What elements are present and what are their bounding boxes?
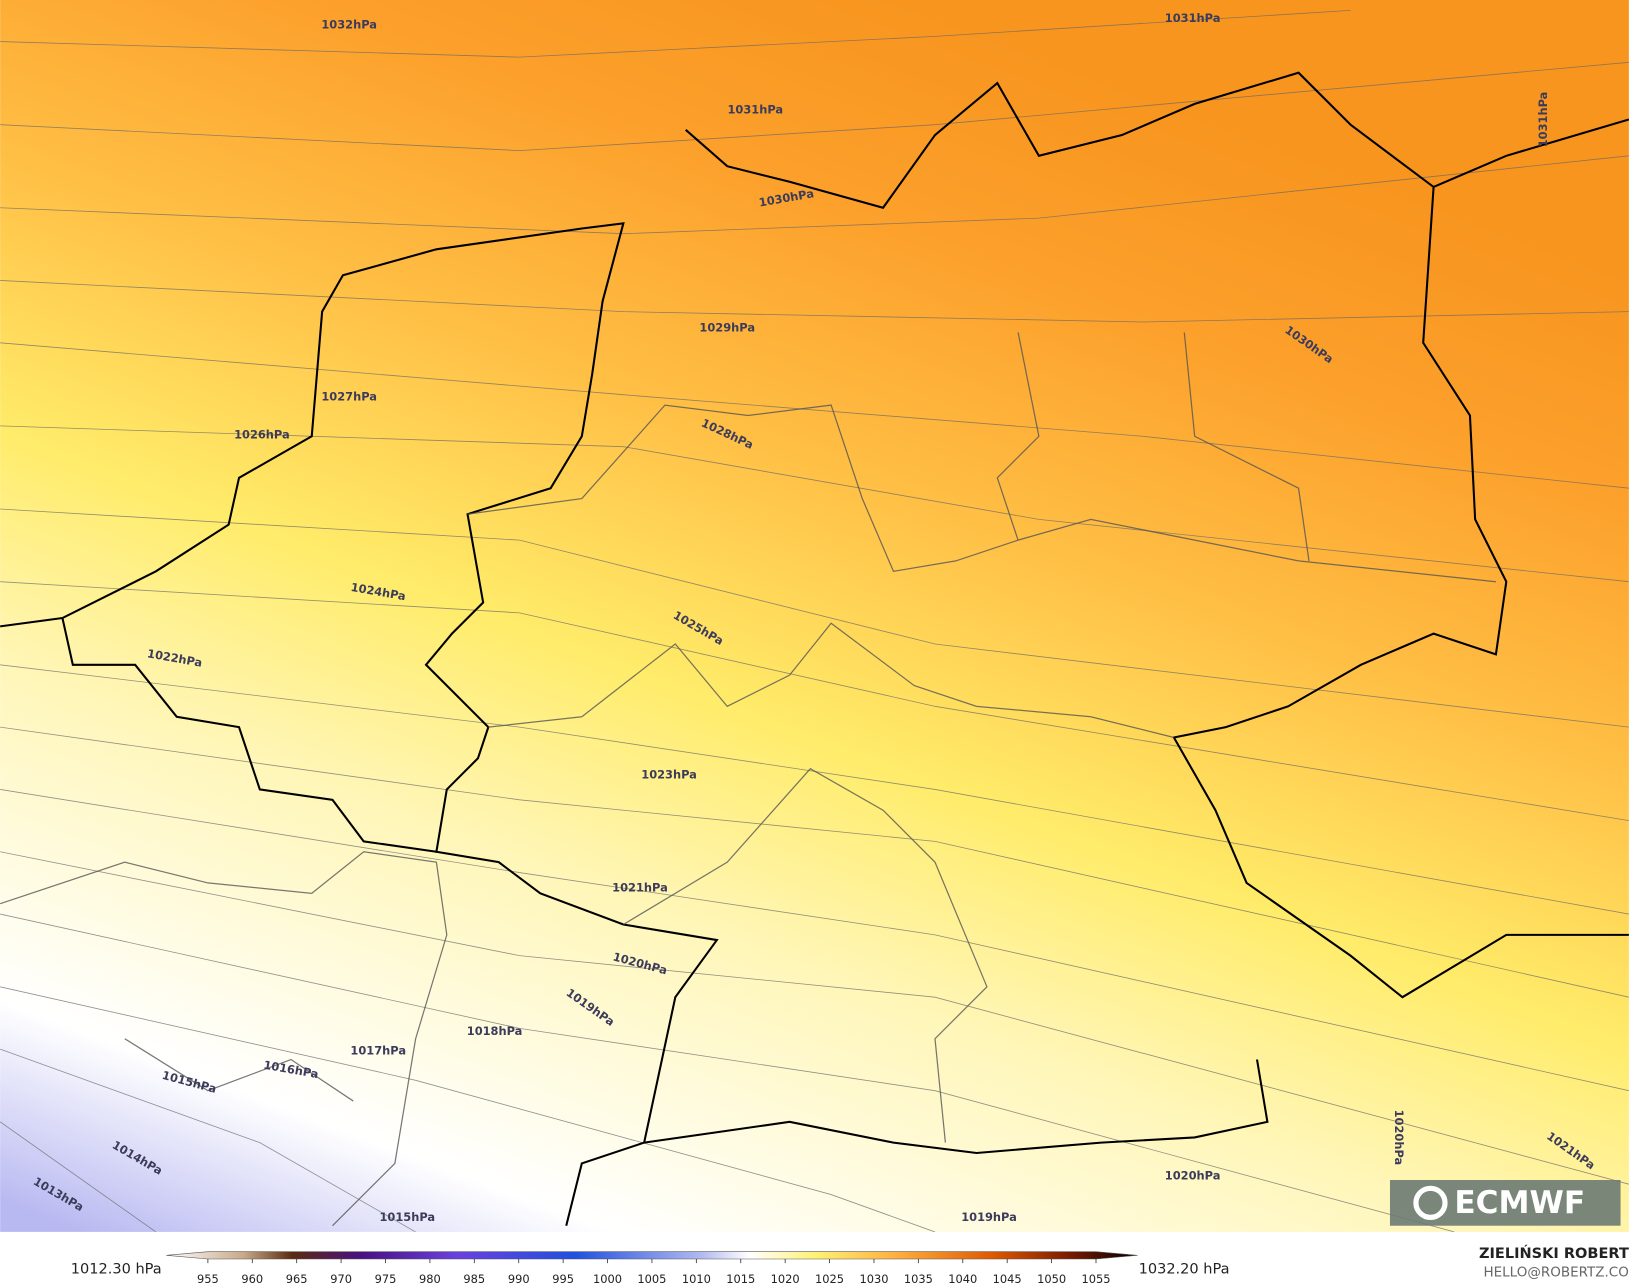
colorbar-tick-label: 985 [463,1272,485,1286]
isobar-label: 1031hPa [1165,11,1221,25]
isobar [0,986,936,1233]
colorbar-min-label: 1012.30 hPa [71,1261,162,1277]
isobar [0,581,1629,822]
isobar [0,726,1629,998]
isobar-label: 1026hPa [234,428,290,442]
footer [0,1231,1629,1287]
isobar [0,9,1351,58]
colorbar-tick-label: 960 [241,1272,263,1286]
regions [0,332,1496,1227]
isobar [0,1121,157,1233]
isobar [0,1048,416,1233]
isobar [0,280,1629,323]
colorbar-tick-label: 1010 [682,1272,711,1286]
isobar [0,851,1629,1185]
isobar [0,342,1629,489]
colorbar-tick-label: 995 [552,1272,574,1286]
colorbar-tick-label: 1025 [815,1272,844,1286]
isobar-label: 1020hPa [1392,1110,1406,1166]
colorbar-tick-label: 1030 [859,1272,888,1286]
isobar-label: 1023hPa [641,767,697,781]
logo-text: ECMWF [1454,1185,1585,1221]
isobar [0,664,1629,915]
colorbar-tick-label: 1055 [1081,1272,1110,1286]
isobar-label: 1029hPa [699,321,755,335]
colorbar-tick-label: 1015 [726,1272,755,1286]
colorbar-max-label: 1032.20 hPa [1139,1261,1230,1277]
colorbar-tick-label: 975 [375,1272,397,1286]
isobar-label: 1019hPa [961,1210,1017,1224]
email: HELLO@ROBERTZ.CO [1483,1264,1628,1280]
colorbar-tick-label: 965 [286,1272,308,1286]
colorbar-tick-label: 1020 [771,1272,800,1286]
colorbar-tick-label: 1050 [1037,1272,1066,1286]
colorbar-tick-label: 955 [197,1272,219,1286]
colorbar-tick-label: 1005 [637,1272,666,1286]
colorbar-tick-label: 980 [419,1272,441,1286]
map-background [0,0,1629,1232]
isobar-label: 1032hPa [321,17,377,31]
colorbar-tick-label: 1040 [948,1272,977,1286]
isobar [0,789,1629,1092]
logo: ECMWF [1389,1180,1621,1226]
isobar-label: 1017hPa [350,1044,406,1058]
colorbar-ticks: 955 960 965 970 975 980 985 990 995 1000 1005 1010 1… [197,1258,1111,1286]
isobar [0,61,1629,152]
colorbar-tick-label: 1045 [993,1272,1022,1286]
isobar [0,913,1455,1233]
colorbar-tick-label: 1000 [593,1272,622,1286]
isobar [0,508,1629,728]
colorbar-tick-label: 970 [330,1272,352,1286]
colorbar-tick-label: 990 [508,1272,530,1286]
isobar-label: 1020hPa [1165,1168,1221,1182]
isobar [0,155,1629,235]
isobar-label: 1031hPa [1536,92,1550,148]
logo-icon [1413,1185,1448,1221]
isobar-label: 1031hPa [727,103,783,117]
author: ZIELIŃSKI ROBERT [1479,1244,1629,1262]
isobar-label: 1021hPa [612,881,668,895]
colorbar [166,1251,1138,1260]
isobar-label: 1015hPa [380,1210,436,1224]
isobar-label: 1027hPa [321,389,377,403]
isobar-label: 1018hPa [467,1024,523,1038]
colorbar-tick-label: 1035 [904,1272,933,1286]
